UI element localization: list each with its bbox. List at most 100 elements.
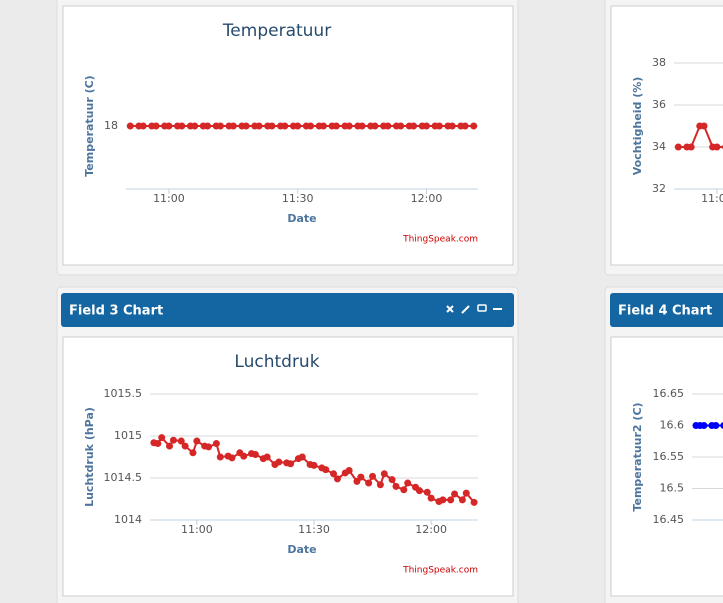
data-point xyxy=(322,466,330,474)
data-point xyxy=(229,122,237,130)
x-axis-title: Date xyxy=(287,543,316,556)
panel-title: Field 4 Chart xyxy=(618,304,712,319)
data-point xyxy=(310,461,318,469)
data-point xyxy=(687,143,695,151)
data-point xyxy=(319,122,327,130)
data-point xyxy=(165,122,173,130)
chart-title: Temperatuur xyxy=(222,21,331,41)
data-point xyxy=(242,122,250,130)
data-point xyxy=(462,489,470,497)
data-point xyxy=(178,122,186,130)
data-point xyxy=(345,466,353,474)
data-point xyxy=(447,496,455,504)
data-point xyxy=(397,122,405,130)
data-point xyxy=(275,458,283,466)
close-icon[interactable] xyxy=(446,305,454,313)
data-point xyxy=(268,122,276,130)
data-point xyxy=(139,122,147,130)
x-axis-title: Date xyxy=(287,212,316,225)
y-tick-label: 16.5 xyxy=(660,482,685,495)
y-tick-label: 1014 xyxy=(114,513,142,526)
x-tick-label: 11:30 xyxy=(298,523,330,536)
data-point xyxy=(358,122,366,130)
data-point xyxy=(435,122,443,130)
data-point xyxy=(376,481,384,489)
data-point xyxy=(392,482,400,490)
y-tick-label: 16.45 xyxy=(653,513,685,526)
data-point xyxy=(287,460,295,468)
data-point xyxy=(240,452,248,460)
data-point xyxy=(154,440,162,448)
y-axis-title: Vochtigheid (%) xyxy=(631,77,644,176)
panel-icons xyxy=(446,304,502,314)
data-point xyxy=(461,122,469,130)
data-point xyxy=(332,122,340,130)
data-point xyxy=(181,442,189,450)
data-point xyxy=(193,437,201,445)
data-point xyxy=(458,496,466,504)
y-axis-title: Temperatuur (C) xyxy=(83,75,96,176)
data-point xyxy=(281,122,289,130)
y-tick-label: 18 xyxy=(104,119,118,132)
data-point xyxy=(384,122,392,130)
data-point xyxy=(700,122,708,130)
data-point xyxy=(357,473,365,481)
data-point xyxy=(307,122,315,130)
data-point xyxy=(158,434,166,442)
data-point xyxy=(205,443,213,451)
credit: ThingSpeak.com xyxy=(402,235,478,245)
data-point xyxy=(674,143,682,151)
data-point xyxy=(228,454,236,462)
data-point xyxy=(422,122,430,130)
data-point xyxy=(365,479,373,487)
data-point xyxy=(427,494,435,502)
edit-icon[interactable] xyxy=(461,305,470,314)
data-point xyxy=(448,122,456,130)
data-point xyxy=(152,122,160,130)
chart-frame xyxy=(62,5,514,266)
data-point xyxy=(177,437,185,445)
comment-icon[interactable] xyxy=(477,304,487,312)
y-tick-label: 16.65 xyxy=(653,387,685,400)
data-point xyxy=(216,453,224,461)
data-point xyxy=(169,436,177,444)
data-point xyxy=(216,122,224,130)
x-tick-label: 12:00 xyxy=(415,523,447,536)
chart-frame xyxy=(62,336,514,597)
data-point xyxy=(255,122,263,130)
y-tick-label: 1015 xyxy=(114,429,142,442)
y-tick-label: 34 xyxy=(652,140,666,153)
data-point xyxy=(470,122,478,130)
data-point xyxy=(333,475,341,483)
data-point xyxy=(404,479,412,487)
data-point xyxy=(369,472,377,480)
y-tick-label: 38 xyxy=(652,56,666,69)
data-point xyxy=(415,487,423,495)
data-point xyxy=(166,442,174,450)
data-point xyxy=(330,470,338,478)
data-point xyxy=(371,122,379,130)
x-tick-label: 12:00 xyxy=(411,192,443,205)
panel-header xyxy=(61,293,514,327)
data-point xyxy=(720,422,723,429)
y-tick-label: 16.6 xyxy=(660,419,685,432)
data-point xyxy=(251,450,259,458)
data-point xyxy=(263,453,271,461)
x-tick-label: 11:00 xyxy=(701,192,723,205)
data-point xyxy=(345,122,353,130)
data-point xyxy=(388,476,396,484)
data-point xyxy=(700,422,708,429)
panel-title: Field 3 Chart xyxy=(69,304,163,319)
data-point xyxy=(470,498,478,506)
chart-frame xyxy=(610,336,723,597)
x-tick-label: 11:00 xyxy=(181,523,213,536)
data-point xyxy=(713,143,721,151)
data-point xyxy=(189,449,197,457)
data-point xyxy=(191,122,199,130)
data-point xyxy=(451,490,459,498)
panel-header xyxy=(610,293,723,327)
y-axis-title: Temperatuur2 (C) xyxy=(631,402,644,511)
data-point xyxy=(212,440,220,448)
data-point xyxy=(298,453,306,461)
